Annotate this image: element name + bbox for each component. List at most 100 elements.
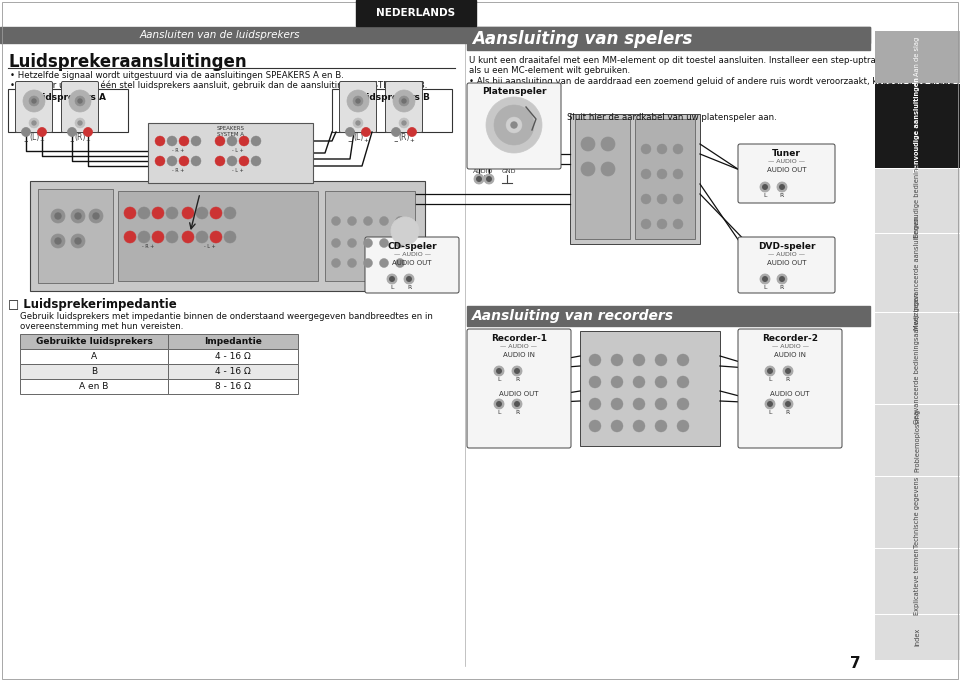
Circle shape [486,97,542,153]
Circle shape [331,259,341,268]
Text: Technische gegevens: Technische gegevens [915,477,921,548]
Text: Eenvoudige bediening: Eenvoudige bediening [915,163,921,238]
Circle shape [657,169,667,179]
Text: Gebruik luidsprekers met impedantie binnen de onderstaand weergegeven bandbreedt: Gebruik luidsprekers met impedantie binn… [20,312,433,321]
Circle shape [677,376,689,388]
Circle shape [392,127,400,136]
Circle shape [390,276,395,281]
Circle shape [765,400,775,409]
Text: Luidsprekers A: Luidsprekers A [30,93,106,102]
Circle shape [581,162,595,176]
Circle shape [93,213,99,219]
Text: AUDIO OUT: AUDIO OUT [767,260,806,266]
Circle shape [780,277,783,281]
Circle shape [21,127,31,136]
Text: Recorder-1: Recorder-1 [491,334,547,343]
Circle shape [673,219,683,229]
Text: 4 - 16 Ω: 4 - 16 Ω [215,352,251,361]
Text: Aansluiting van recorders: Aansluiting van recorders [472,309,674,323]
Circle shape [657,194,667,204]
Circle shape [786,402,790,406]
Bar [635,119,695,239]
Text: 7: 7 [850,656,860,671]
Text: DVD-speler: DVD-speler [757,242,815,251]
Circle shape [494,366,504,376]
FancyBboxPatch shape [738,144,835,203]
Bar [168,349,298,364]
Text: Aansluiten van de luidsprekers: Aansluiten van de luidsprekers [140,30,300,40]
Bar [168,379,298,394]
Circle shape [768,402,772,406]
Circle shape [182,207,194,219]
Circle shape [396,238,404,247]
Circle shape [516,402,518,406]
Circle shape [55,213,61,219]
Circle shape [474,174,484,184]
Circle shape [167,136,177,146]
FancyBboxPatch shape [340,82,376,133]
Circle shape [37,127,46,136]
Text: L: L [763,193,767,198]
Circle shape [611,398,623,410]
Circle shape [23,90,45,112]
Text: −: − [348,138,352,143]
Text: A: A [91,352,97,361]
Text: overeenstemming met hun vereisten.: overeenstemming met hun vereisten. [20,322,183,331]
Circle shape [348,217,356,225]
Text: — AUDIO —: — AUDIO — [394,252,430,257]
Circle shape [655,354,667,366]
Circle shape [78,121,82,125]
Text: Impedantie: Impedantie [204,337,262,346]
Circle shape [399,96,409,106]
Circle shape [152,231,164,243]
Circle shape [783,400,793,409]
Circle shape [138,231,150,243]
Bar [30,181,425,291]
Circle shape [641,219,651,229]
Circle shape [589,420,601,432]
Circle shape [515,402,519,407]
Text: R: R [780,193,784,198]
Circle shape [763,276,767,281]
Circle shape [513,366,521,375]
Circle shape [353,118,363,128]
FancyBboxPatch shape [386,82,422,133]
Text: GND: GND [502,169,516,174]
Bar [20,349,168,364]
Bar [875,84,960,168]
Circle shape [655,420,667,432]
Circle shape [513,400,521,409]
Text: Aan de slag: Aan de slag [915,37,921,76]
Text: +: + [364,138,369,143]
Circle shape [611,420,623,432]
Bar [118,191,318,281]
Circle shape [516,369,518,373]
Text: AUDIO IN: AUDIO IN [503,352,535,358]
Circle shape [224,207,236,219]
Circle shape [379,238,389,247]
Circle shape [251,136,261,146]
Circle shape [138,207,150,219]
Text: AUDIO
OUT: AUDIO OUT [472,169,493,180]
Bar [148,123,313,183]
Circle shape [494,399,504,409]
Circle shape [677,420,689,432]
Circle shape [494,105,534,145]
Circle shape [765,366,775,375]
Circle shape [29,96,39,106]
Text: (L): (L) [353,133,363,142]
Text: −: − [24,138,28,143]
Circle shape [227,156,237,166]
Text: SPEAKERS: SPEAKERS [217,126,245,131]
Circle shape [633,398,645,410]
Circle shape [786,369,790,373]
Circle shape [78,99,82,103]
Circle shape [673,194,683,204]
Circle shape [75,118,85,128]
Bar [20,334,168,349]
Text: A en B: A en B [80,382,108,391]
Circle shape [191,156,201,166]
Circle shape [487,177,491,180]
Circle shape [765,366,775,376]
Bar [0,27,870,43]
